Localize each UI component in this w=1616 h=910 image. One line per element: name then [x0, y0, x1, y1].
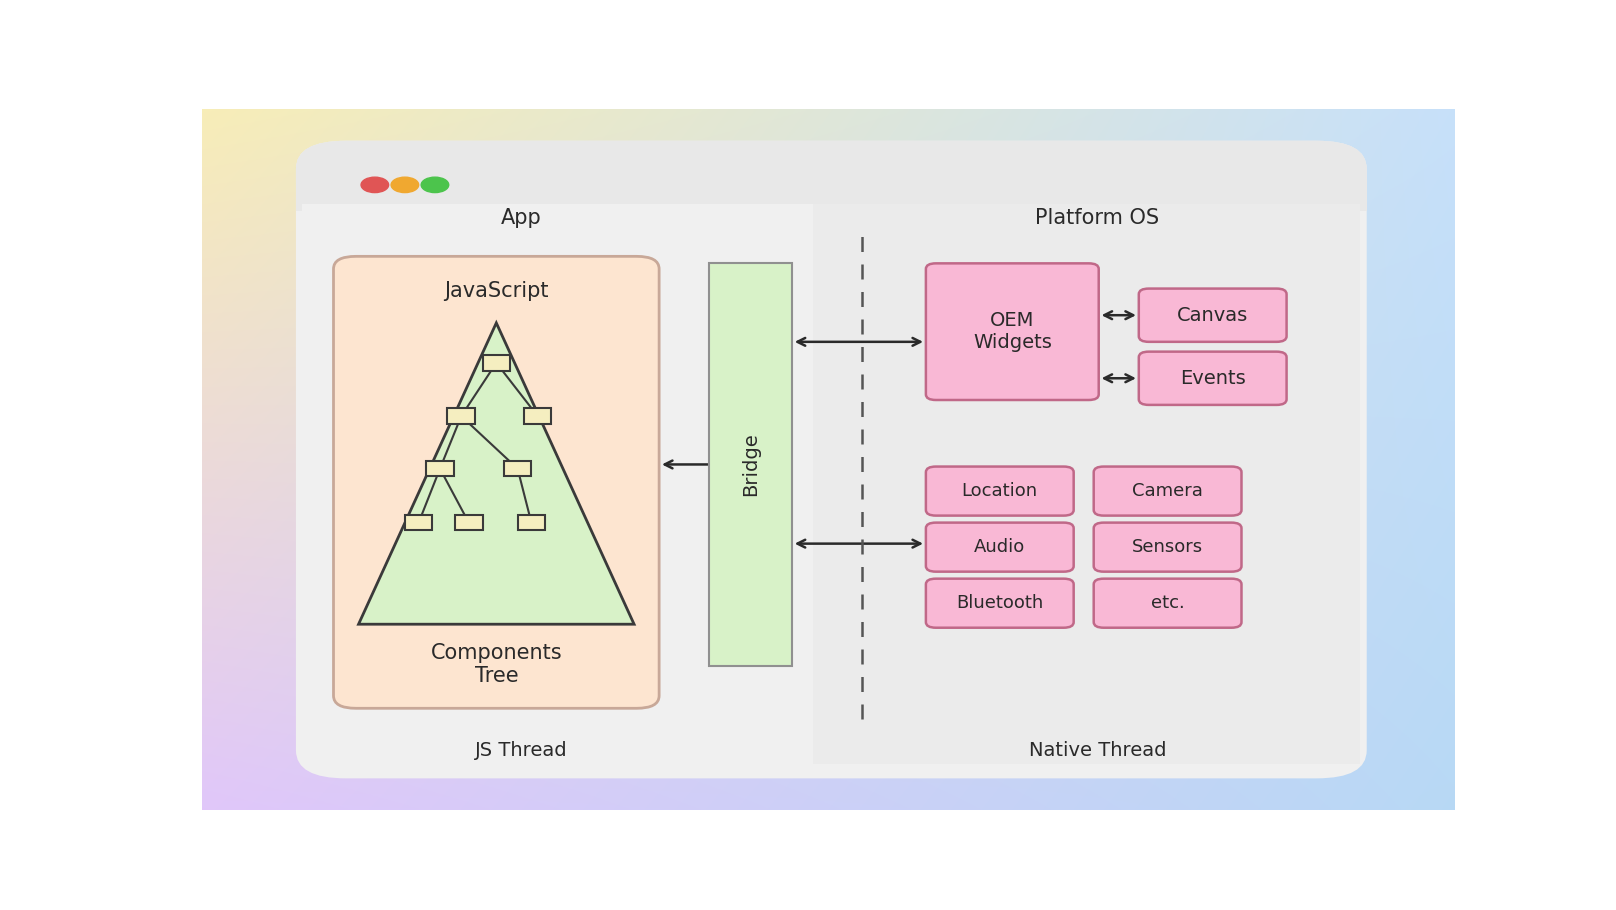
FancyBboxPatch shape — [926, 263, 1099, 400]
FancyBboxPatch shape — [504, 461, 532, 476]
FancyBboxPatch shape — [926, 522, 1073, 571]
Text: Platform OS: Platform OS — [1036, 207, 1160, 228]
Bar — [709, 263, 792, 666]
Text: OEM
Widgets: OEM Widgets — [973, 311, 1052, 352]
FancyBboxPatch shape — [1094, 579, 1241, 628]
FancyBboxPatch shape — [427, 461, 454, 476]
Polygon shape — [359, 323, 633, 624]
Text: Native Thread: Native Thread — [1029, 741, 1167, 760]
FancyBboxPatch shape — [1139, 351, 1286, 405]
FancyBboxPatch shape — [296, 141, 1367, 778]
Text: Components
Tree: Components Tree — [430, 642, 562, 686]
FancyBboxPatch shape — [296, 141, 1367, 211]
Text: Bluetooth: Bluetooth — [957, 594, 1044, 612]
Text: JS Thread: JS Thread — [475, 741, 567, 760]
FancyBboxPatch shape — [524, 409, 551, 424]
FancyBboxPatch shape — [1094, 467, 1241, 516]
FancyBboxPatch shape — [406, 515, 433, 531]
Bar — [302, 204, 813, 764]
Bar — [813, 204, 1361, 764]
Circle shape — [422, 177, 449, 193]
Text: Events: Events — [1180, 369, 1246, 388]
Bar — [302, 204, 1361, 764]
FancyBboxPatch shape — [1139, 288, 1286, 342]
Text: Bridge: Bridge — [742, 432, 760, 496]
Bar — [296, 179, 1367, 211]
Text: Location: Location — [962, 482, 1037, 500]
FancyBboxPatch shape — [517, 515, 545, 531]
Text: Sensors: Sensors — [1133, 538, 1204, 556]
Text: etc.: etc. — [1151, 594, 1185, 612]
FancyBboxPatch shape — [333, 257, 659, 708]
Text: Camera: Camera — [1133, 482, 1202, 500]
FancyBboxPatch shape — [483, 355, 511, 370]
Text: Canvas: Canvas — [1176, 306, 1248, 325]
Circle shape — [391, 177, 419, 193]
Text: App: App — [501, 207, 541, 228]
FancyBboxPatch shape — [926, 467, 1073, 516]
Text: JavaScript: JavaScript — [444, 281, 548, 301]
FancyBboxPatch shape — [456, 515, 483, 531]
FancyBboxPatch shape — [1094, 522, 1241, 571]
FancyBboxPatch shape — [926, 579, 1073, 628]
Text: Audio: Audio — [974, 538, 1026, 556]
Circle shape — [360, 177, 388, 193]
FancyBboxPatch shape — [448, 409, 475, 424]
